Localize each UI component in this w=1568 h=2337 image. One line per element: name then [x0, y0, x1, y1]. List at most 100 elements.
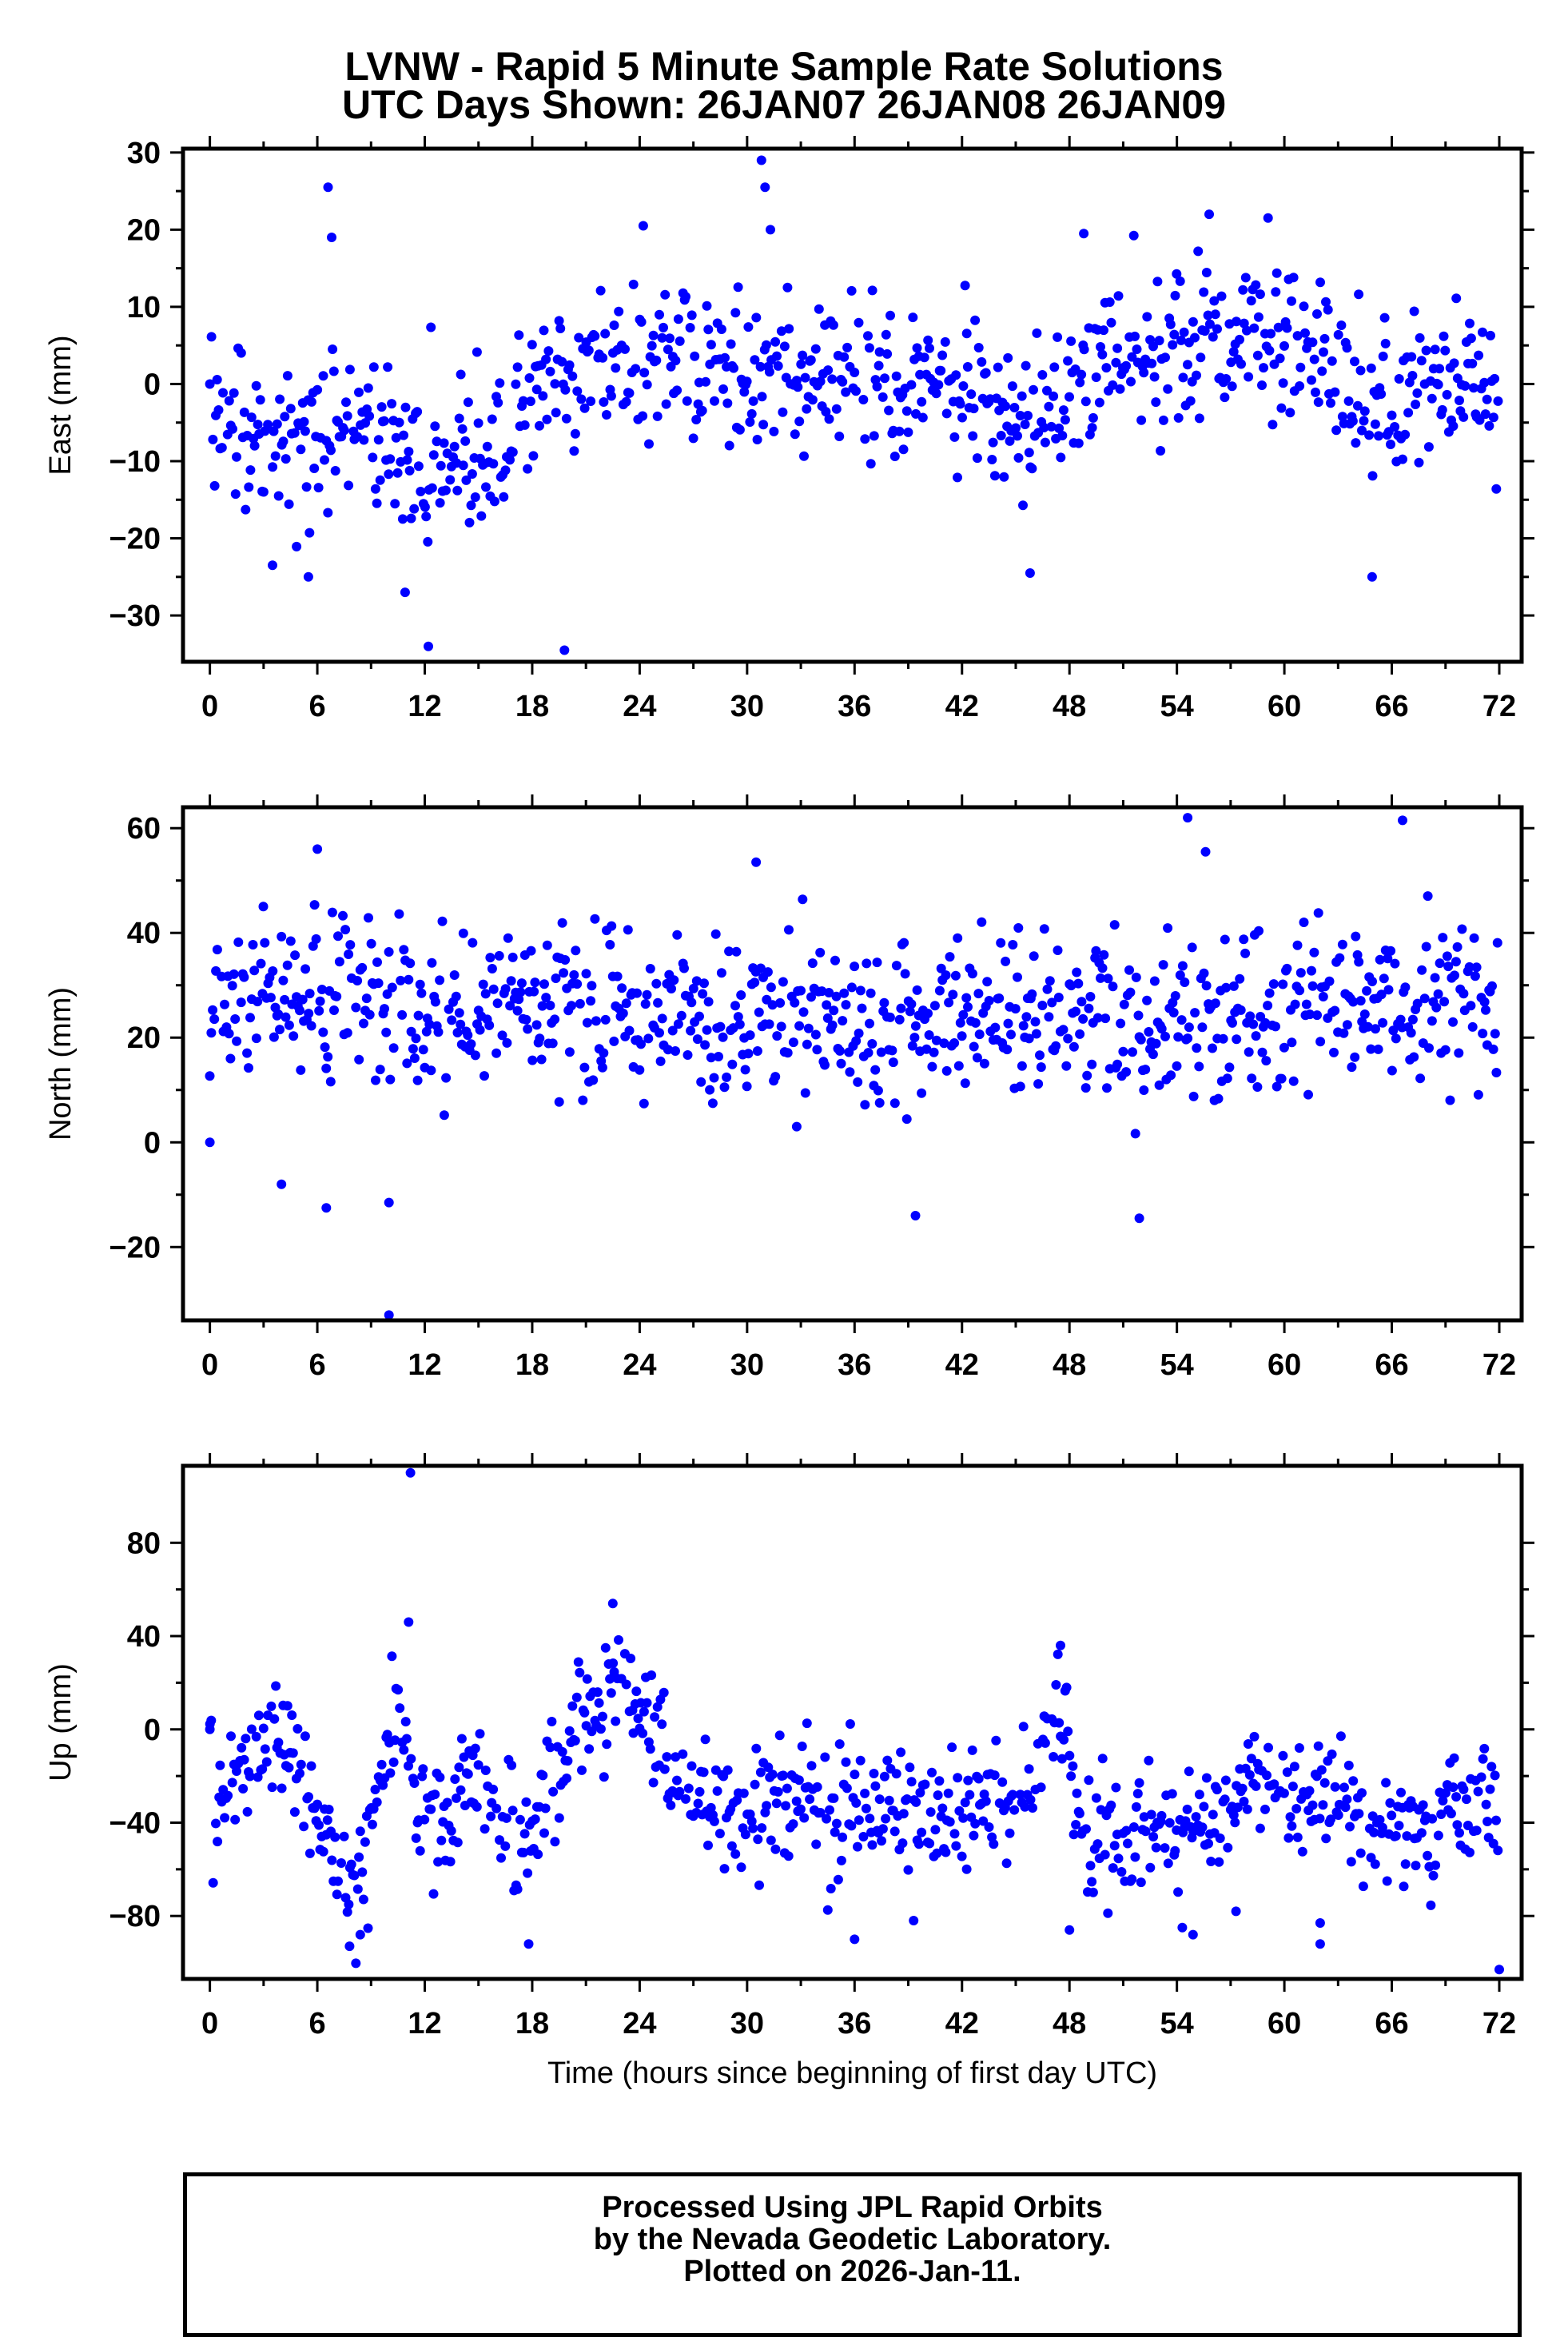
- data-point: [1251, 1031, 1261, 1041]
- data-point: [807, 958, 818, 969]
- data-point: [1433, 1830, 1443, 1841]
- data-point: [673, 1019, 683, 1029]
- x-axis-label: Time (hours since beginning of first day…: [547, 2056, 1157, 2090]
- data-point: [1208, 1809, 1218, 1820]
- data-point: [1046, 421, 1057, 432]
- x-tick-label: 0: [201, 2007, 218, 2040]
- data-point: [608, 1658, 619, 1668]
- data-point: [838, 1016, 848, 1026]
- x-tick-label: 6: [308, 1348, 325, 1382]
- data-point: [354, 387, 364, 397]
- data-point: [396, 975, 406, 985]
- data-point: [1069, 1829, 1079, 1840]
- data-point: [894, 1014, 905, 1025]
- x-tick-label: 18: [515, 2007, 549, 2040]
- data-point: [653, 997, 663, 1008]
- data-point: [484, 1020, 495, 1030]
- data-point: [800, 1088, 810, 1098]
- data-point: [1053, 993, 1064, 1002]
- data-point: [738, 1788, 749, 1798]
- data-point: [1427, 1016, 1437, 1026]
- data-point: [542, 414, 552, 424]
- data-point: [1081, 1824, 1091, 1834]
- data-point: [1307, 981, 1318, 991]
- data-point: [567, 1701, 578, 1711]
- data-point: [778, 1770, 788, 1781]
- data-point: [284, 1020, 294, 1030]
- data-point: [1417, 965, 1427, 975]
- data-point: [1243, 1739, 1253, 1749]
- data-point: [1486, 1762, 1497, 1772]
- data-point: [731, 946, 742, 957]
- data-point: [1476, 1772, 1486, 1782]
- data-point: [1073, 978, 1084, 989]
- data-point: [773, 360, 783, 371]
- data-point: [428, 1889, 439, 1899]
- data-point: [355, 1826, 365, 1837]
- data-point: [834, 1739, 845, 1750]
- data-point: [1465, 318, 1474, 328]
- data-point: [966, 389, 977, 400]
- data-point: [878, 392, 888, 402]
- data-point: [1287, 1782, 1298, 1792]
- data-point: [1323, 305, 1333, 315]
- data-point: [947, 1742, 957, 1753]
- data-point: [480, 1766, 491, 1775]
- data-point: [554, 1813, 564, 1823]
- data-point: [275, 1025, 285, 1035]
- data-point: [559, 645, 570, 655]
- data-point: [1407, 352, 1417, 362]
- data-point: [342, 1907, 352, 1917]
- data-point: [1053, 332, 1063, 342]
- data-point: [364, 913, 373, 923]
- data-point: [1468, 383, 1478, 393]
- data-point: [694, 1786, 705, 1797]
- data-point: [869, 1769, 879, 1778]
- data-point: [750, 355, 760, 365]
- data-point: [906, 999, 917, 1009]
- data-point: [295, 1768, 304, 1778]
- data-point: [1381, 1778, 1391, 1788]
- data-point: [598, 352, 608, 363]
- data-point: [702, 301, 712, 311]
- data-point: [543, 346, 554, 356]
- data-point: [579, 403, 590, 413]
- data-point: [507, 1760, 517, 1770]
- data-point: [1394, 1821, 1404, 1831]
- data-point: [1333, 329, 1343, 340]
- data-point: [1036, 1782, 1046, 1793]
- data-point: [460, 436, 471, 446]
- data-point: [798, 1007, 809, 1017]
- x-tick-label: 60: [1268, 2007, 1301, 2040]
- data-point: [734, 424, 745, 435]
- data-point: [1021, 360, 1031, 371]
- data-point: [591, 1016, 601, 1026]
- data-point: [258, 487, 269, 497]
- data-point: [1427, 393, 1437, 404]
- data-point: [1172, 269, 1182, 279]
- data-point: [304, 528, 315, 538]
- data-point: [752, 1046, 762, 1056]
- data-point: [1391, 1831, 1401, 1841]
- data-point: [1448, 1782, 1459, 1793]
- data-point: [1376, 389, 1387, 399]
- data-point: [1416, 356, 1427, 366]
- data-point: [1378, 1017, 1388, 1028]
- data-point: [224, 1029, 234, 1039]
- data-point: [824, 988, 834, 997]
- data-point: [328, 344, 338, 354]
- data-point: [1433, 989, 1443, 999]
- data-point: [782, 1048, 793, 1058]
- data-point: [1347, 416, 1358, 426]
- data-point: [1190, 1008, 1200, 1018]
- data-point: [1173, 1032, 1184, 1042]
- data-point: [628, 279, 639, 289]
- y-tick-label: −40: [109, 1806, 161, 1840]
- data-point: [388, 1043, 399, 1053]
- data-point: [357, 962, 368, 973]
- data-point: [463, 1769, 473, 1779]
- data-point: [949, 1829, 960, 1839]
- data-point: [958, 381, 969, 391]
- data-point: [1400, 982, 1411, 993]
